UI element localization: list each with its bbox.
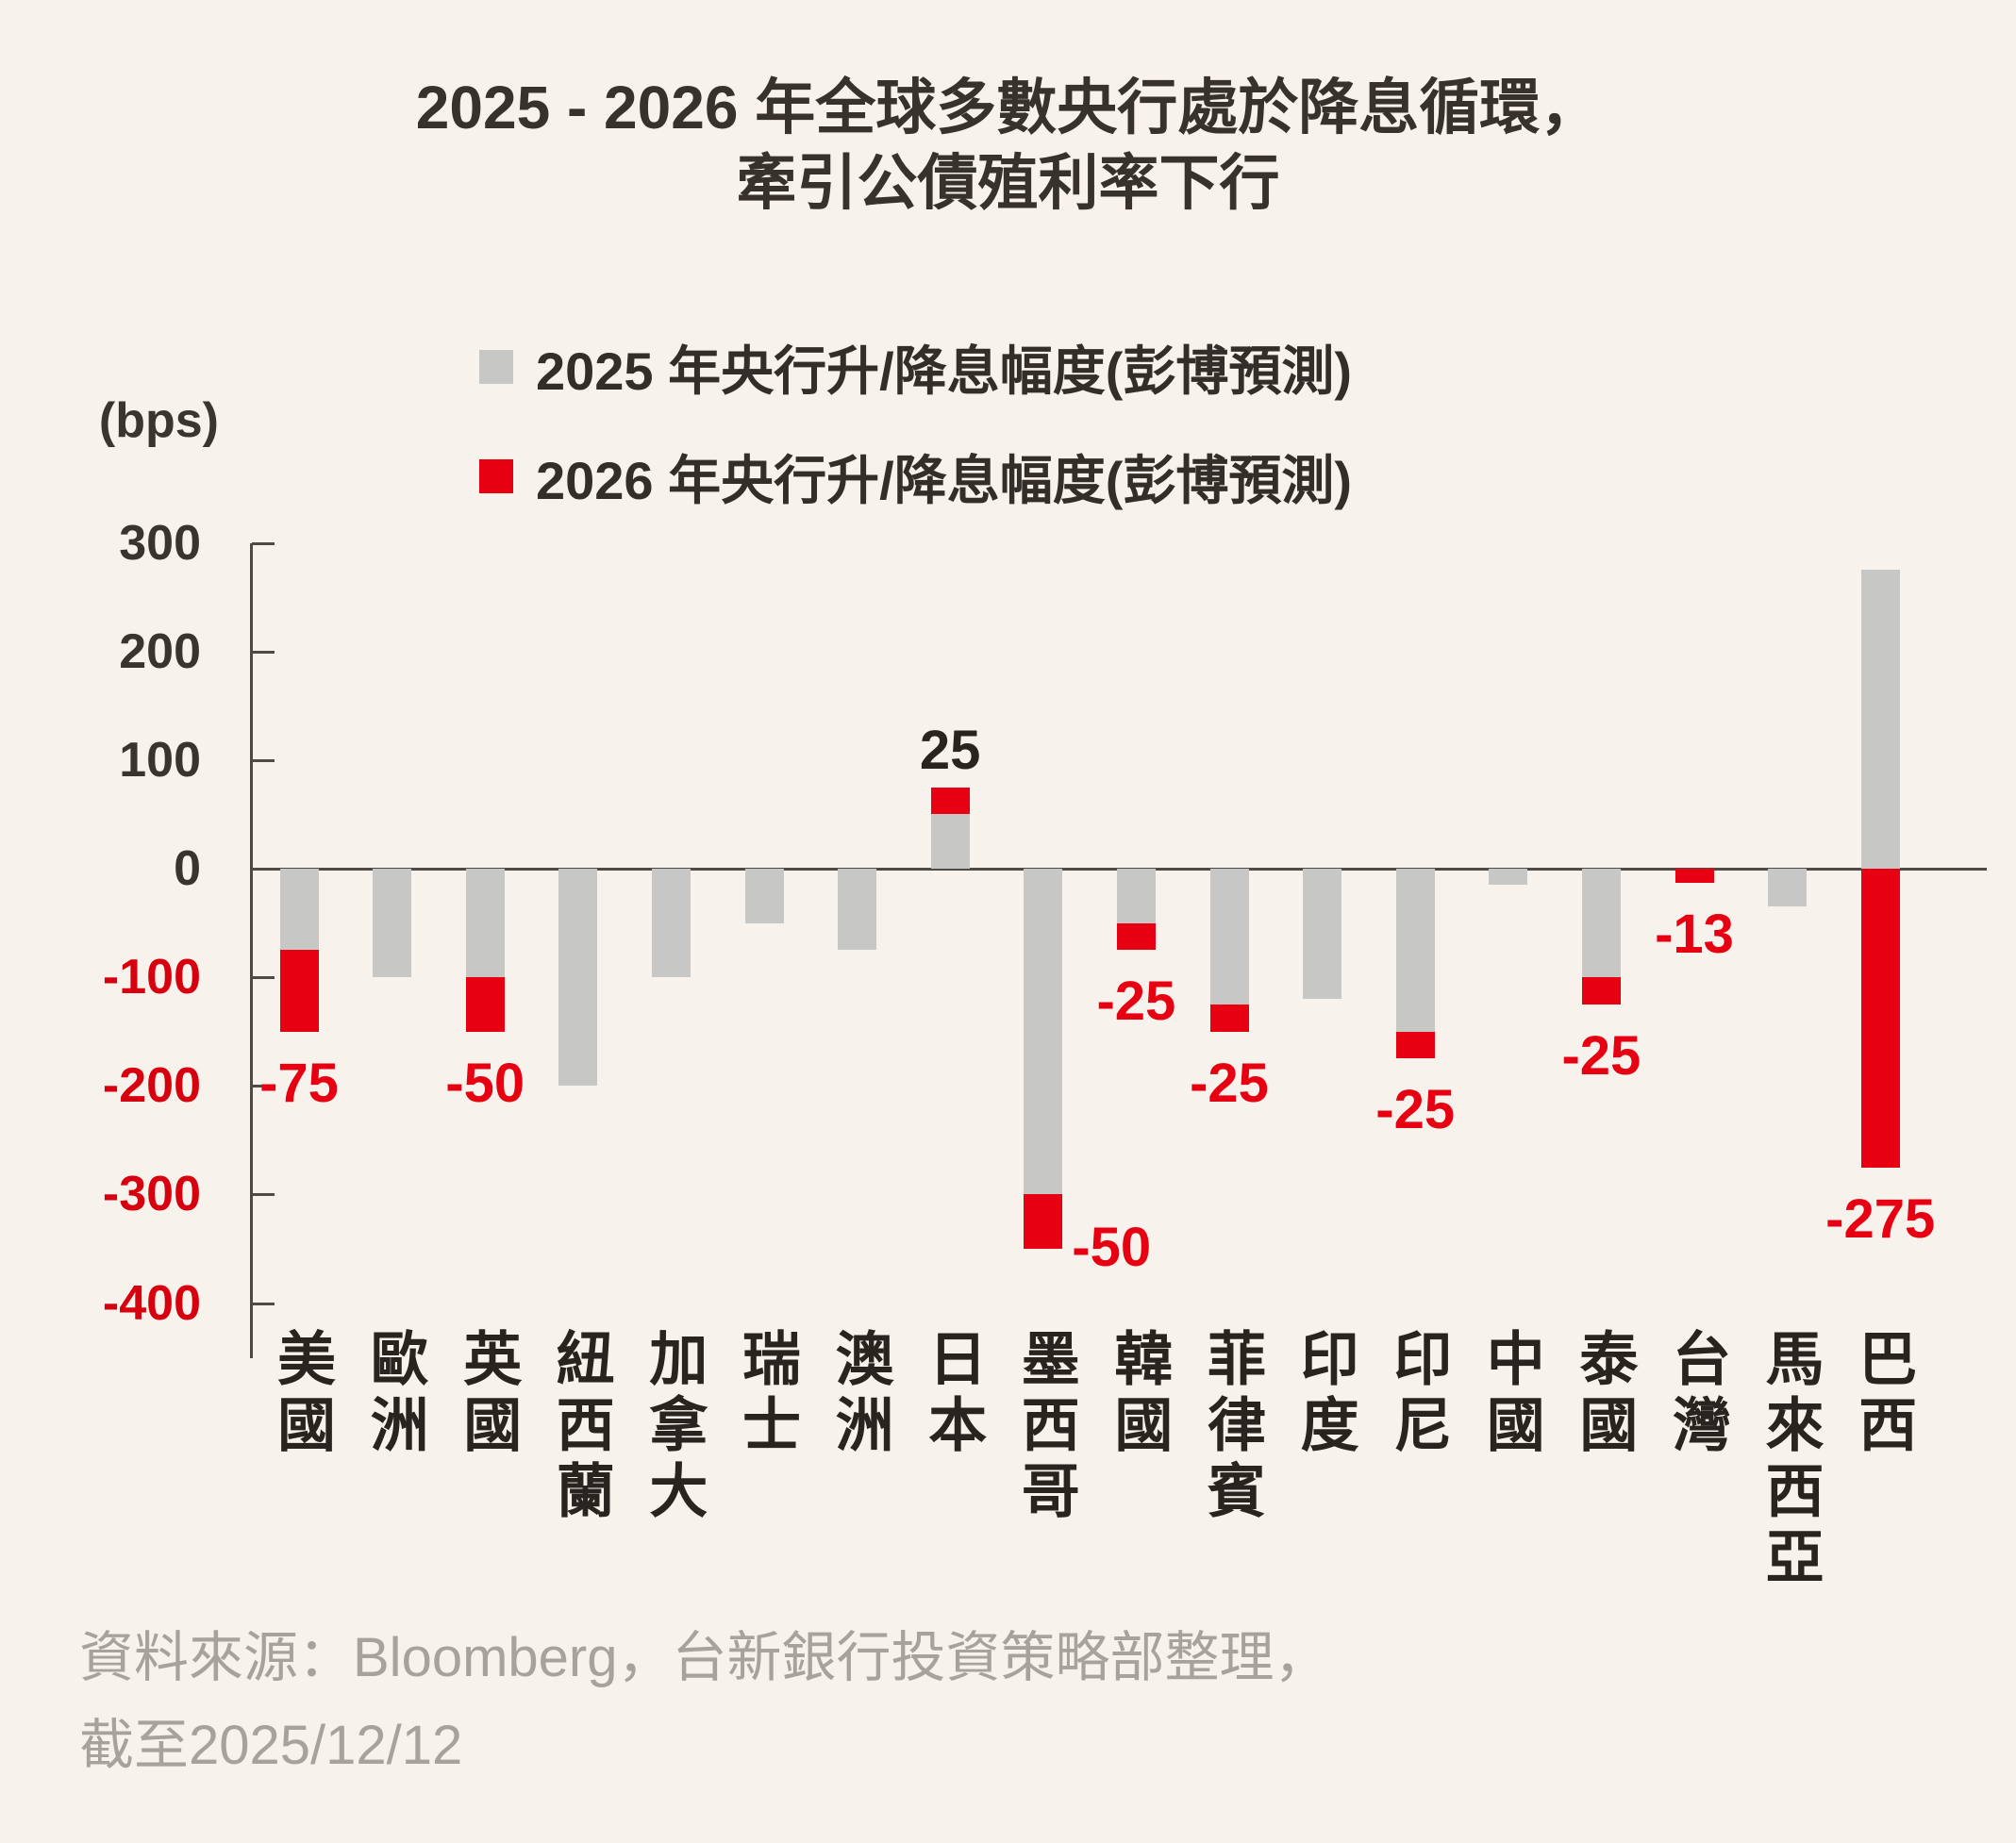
x-label-12: 印尼 bbox=[1384, 1328, 1450, 1460]
bar-2026-8 bbox=[1024, 1194, 1063, 1249]
source-line-1: 資料來源：Bloomberg，台新銀行投資策略部整理， bbox=[79, 1627, 1329, 1688]
bar-2025-14 bbox=[1581, 869, 1621, 978]
x-label-2: 英國 bbox=[454, 1328, 520, 1460]
bar-2025-11 bbox=[1303, 869, 1342, 1000]
y-axis-line bbox=[250, 542, 253, 1358]
x-label-0: 美國 bbox=[268, 1328, 333, 1460]
y-tick-200 bbox=[252, 650, 275, 654]
bar-2025-6 bbox=[838, 869, 877, 951]
data-label-14: -25 bbox=[1561, 1024, 1641, 1087]
data-label-10: -25 bbox=[1190, 1052, 1269, 1114]
data-label-12: -25 bbox=[1375, 1079, 1456, 1141]
data-label-7: 25 bbox=[919, 719, 981, 781]
y-tick--300 bbox=[252, 1193, 275, 1197]
bar-2025-16 bbox=[1768, 869, 1808, 907]
bar-2026-7 bbox=[930, 787, 970, 815]
bar-2025-3 bbox=[558, 869, 598, 1087]
bar-2025-17 bbox=[1860, 570, 1900, 869]
x-label-10: 菲律賓 bbox=[1198, 1328, 1263, 1526]
x-label-14: 泰國 bbox=[1570, 1328, 1636, 1460]
y-tick-label--300: -300 bbox=[102, 1167, 201, 1222]
bar-2025-13 bbox=[1489, 869, 1528, 886]
legend-label-2026: 2026 年央行升/降息幅度(彭博預測) bbox=[536, 450, 1352, 510]
x-label-1: 歐洲 bbox=[360, 1328, 426, 1460]
chart-title: 2025 - 2026 年全球多數央行處於降息循環， 牽引公債殖利率下行 bbox=[0, 70, 2016, 221]
bar-2025-8 bbox=[1024, 869, 1063, 1195]
legend: 2025 年央行升/降息幅度(彭博預測) 2026 年央行升/降息幅度(彭博預測… bbox=[479, 340, 1352, 558]
y-tick-label--200: -200 bbox=[102, 1058, 201, 1114]
legend-item-2026: 2026 年央行升/降息幅度(彭博預測) bbox=[479, 449, 1352, 510]
data-label-17: -275 bbox=[1825, 1187, 1936, 1250]
y-tick-label-300: 300 bbox=[119, 515, 201, 571]
x-label-4: 加拿大 bbox=[640, 1328, 706, 1526]
data-label-2: -50 bbox=[445, 1052, 525, 1114]
y-tick--200 bbox=[252, 1085, 275, 1088]
chart-title-line-1: 2025 - 2026 年全球多數央行處於降息循環， bbox=[415, 74, 1601, 141]
y-tick-300 bbox=[252, 541, 275, 545]
y-tick-0 bbox=[252, 868, 275, 871]
bar-2026-0 bbox=[279, 950, 319, 1032]
y-tick--100 bbox=[252, 976, 275, 980]
bar-2025-1 bbox=[373, 869, 412, 978]
data-label-15: -13 bbox=[1655, 903, 1734, 965]
bar-2026-9 bbox=[1116, 922, 1156, 951]
bar-2026-15 bbox=[1674, 869, 1714, 883]
legend-item-2025: 2025 年央行升/降息幅度(彭博預測) bbox=[479, 340, 1352, 401]
x-label-8: 墨西哥 bbox=[1011, 1328, 1077, 1526]
y-tick-100 bbox=[252, 758, 275, 762]
y-tick-label--400: -400 bbox=[102, 1275, 201, 1331]
y-axis-unit-label: (bps) bbox=[98, 393, 219, 448]
bar-2025-2 bbox=[465, 869, 505, 978]
legend-label-2025: 2025 年央行升/降息幅度(彭博預測) bbox=[536, 340, 1352, 401]
y-tick-label-0: 0 bbox=[174, 841, 201, 896]
x-label-5: 瑞士 bbox=[733, 1328, 798, 1460]
chart-title-line-2: 牽引公債殖利率下行 bbox=[736, 149, 1280, 217]
y-tick-label--100: -100 bbox=[102, 950, 201, 1005]
data-label-9: -25 bbox=[1096, 971, 1176, 1033]
bar-2025-5 bbox=[744, 869, 784, 923]
x-label-3: 紐西蘭 bbox=[546, 1328, 612, 1526]
y-tick--400 bbox=[252, 1302, 275, 1305]
bar-2026-17 bbox=[1860, 869, 1900, 1168]
x-label-7: 日本 bbox=[919, 1328, 985, 1460]
bar-2026-10 bbox=[1209, 1004, 1249, 1032]
source-note: 資料來源：Bloomberg，台新銀行投資策略部整理， 截至2025/12/12 bbox=[79, 1615, 1329, 1790]
bar-2025-12 bbox=[1395, 869, 1435, 1032]
bar-2025-7 bbox=[930, 814, 970, 869]
bar-2025-9 bbox=[1116, 869, 1156, 923]
x-label-15: 台灣 bbox=[1663, 1328, 1728, 1460]
data-label-0: -75 bbox=[259, 1052, 339, 1114]
bar-2025-10 bbox=[1209, 869, 1249, 1005]
bar-2025-4 bbox=[651, 869, 691, 978]
x-label-9: 韓國 bbox=[1105, 1328, 1171, 1460]
y-tick-label-100: 100 bbox=[119, 732, 201, 788]
y-tick-label-200: 200 bbox=[119, 623, 201, 679]
x-label-16: 馬來西亞 bbox=[1756, 1328, 1822, 1592]
legend-swatch-2025-gray bbox=[479, 350, 513, 384]
source-line-2: 截至2025/12/12 bbox=[79, 1714, 463, 1776]
bar-2026-2 bbox=[465, 977, 505, 1032]
x-label-6: 澳洲 bbox=[825, 1328, 891, 1460]
bar-2025-0 bbox=[279, 869, 319, 951]
x-label-13: 中國 bbox=[1476, 1328, 1542, 1460]
bar-2026-14 bbox=[1581, 977, 1621, 1005]
data-label-8: -50 bbox=[1072, 1216, 1152, 1278]
bar-2026-12 bbox=[1395, 1031, 1435, 1059]
x-label-17: 巴西 bbox=[1849, 1328, 1915, 1460]
legend-swatch-2026-red bbox=[479, 459, 513, 493]
x-label-11: 印度 bbox=[1291, 1328, 1357, 1460]
